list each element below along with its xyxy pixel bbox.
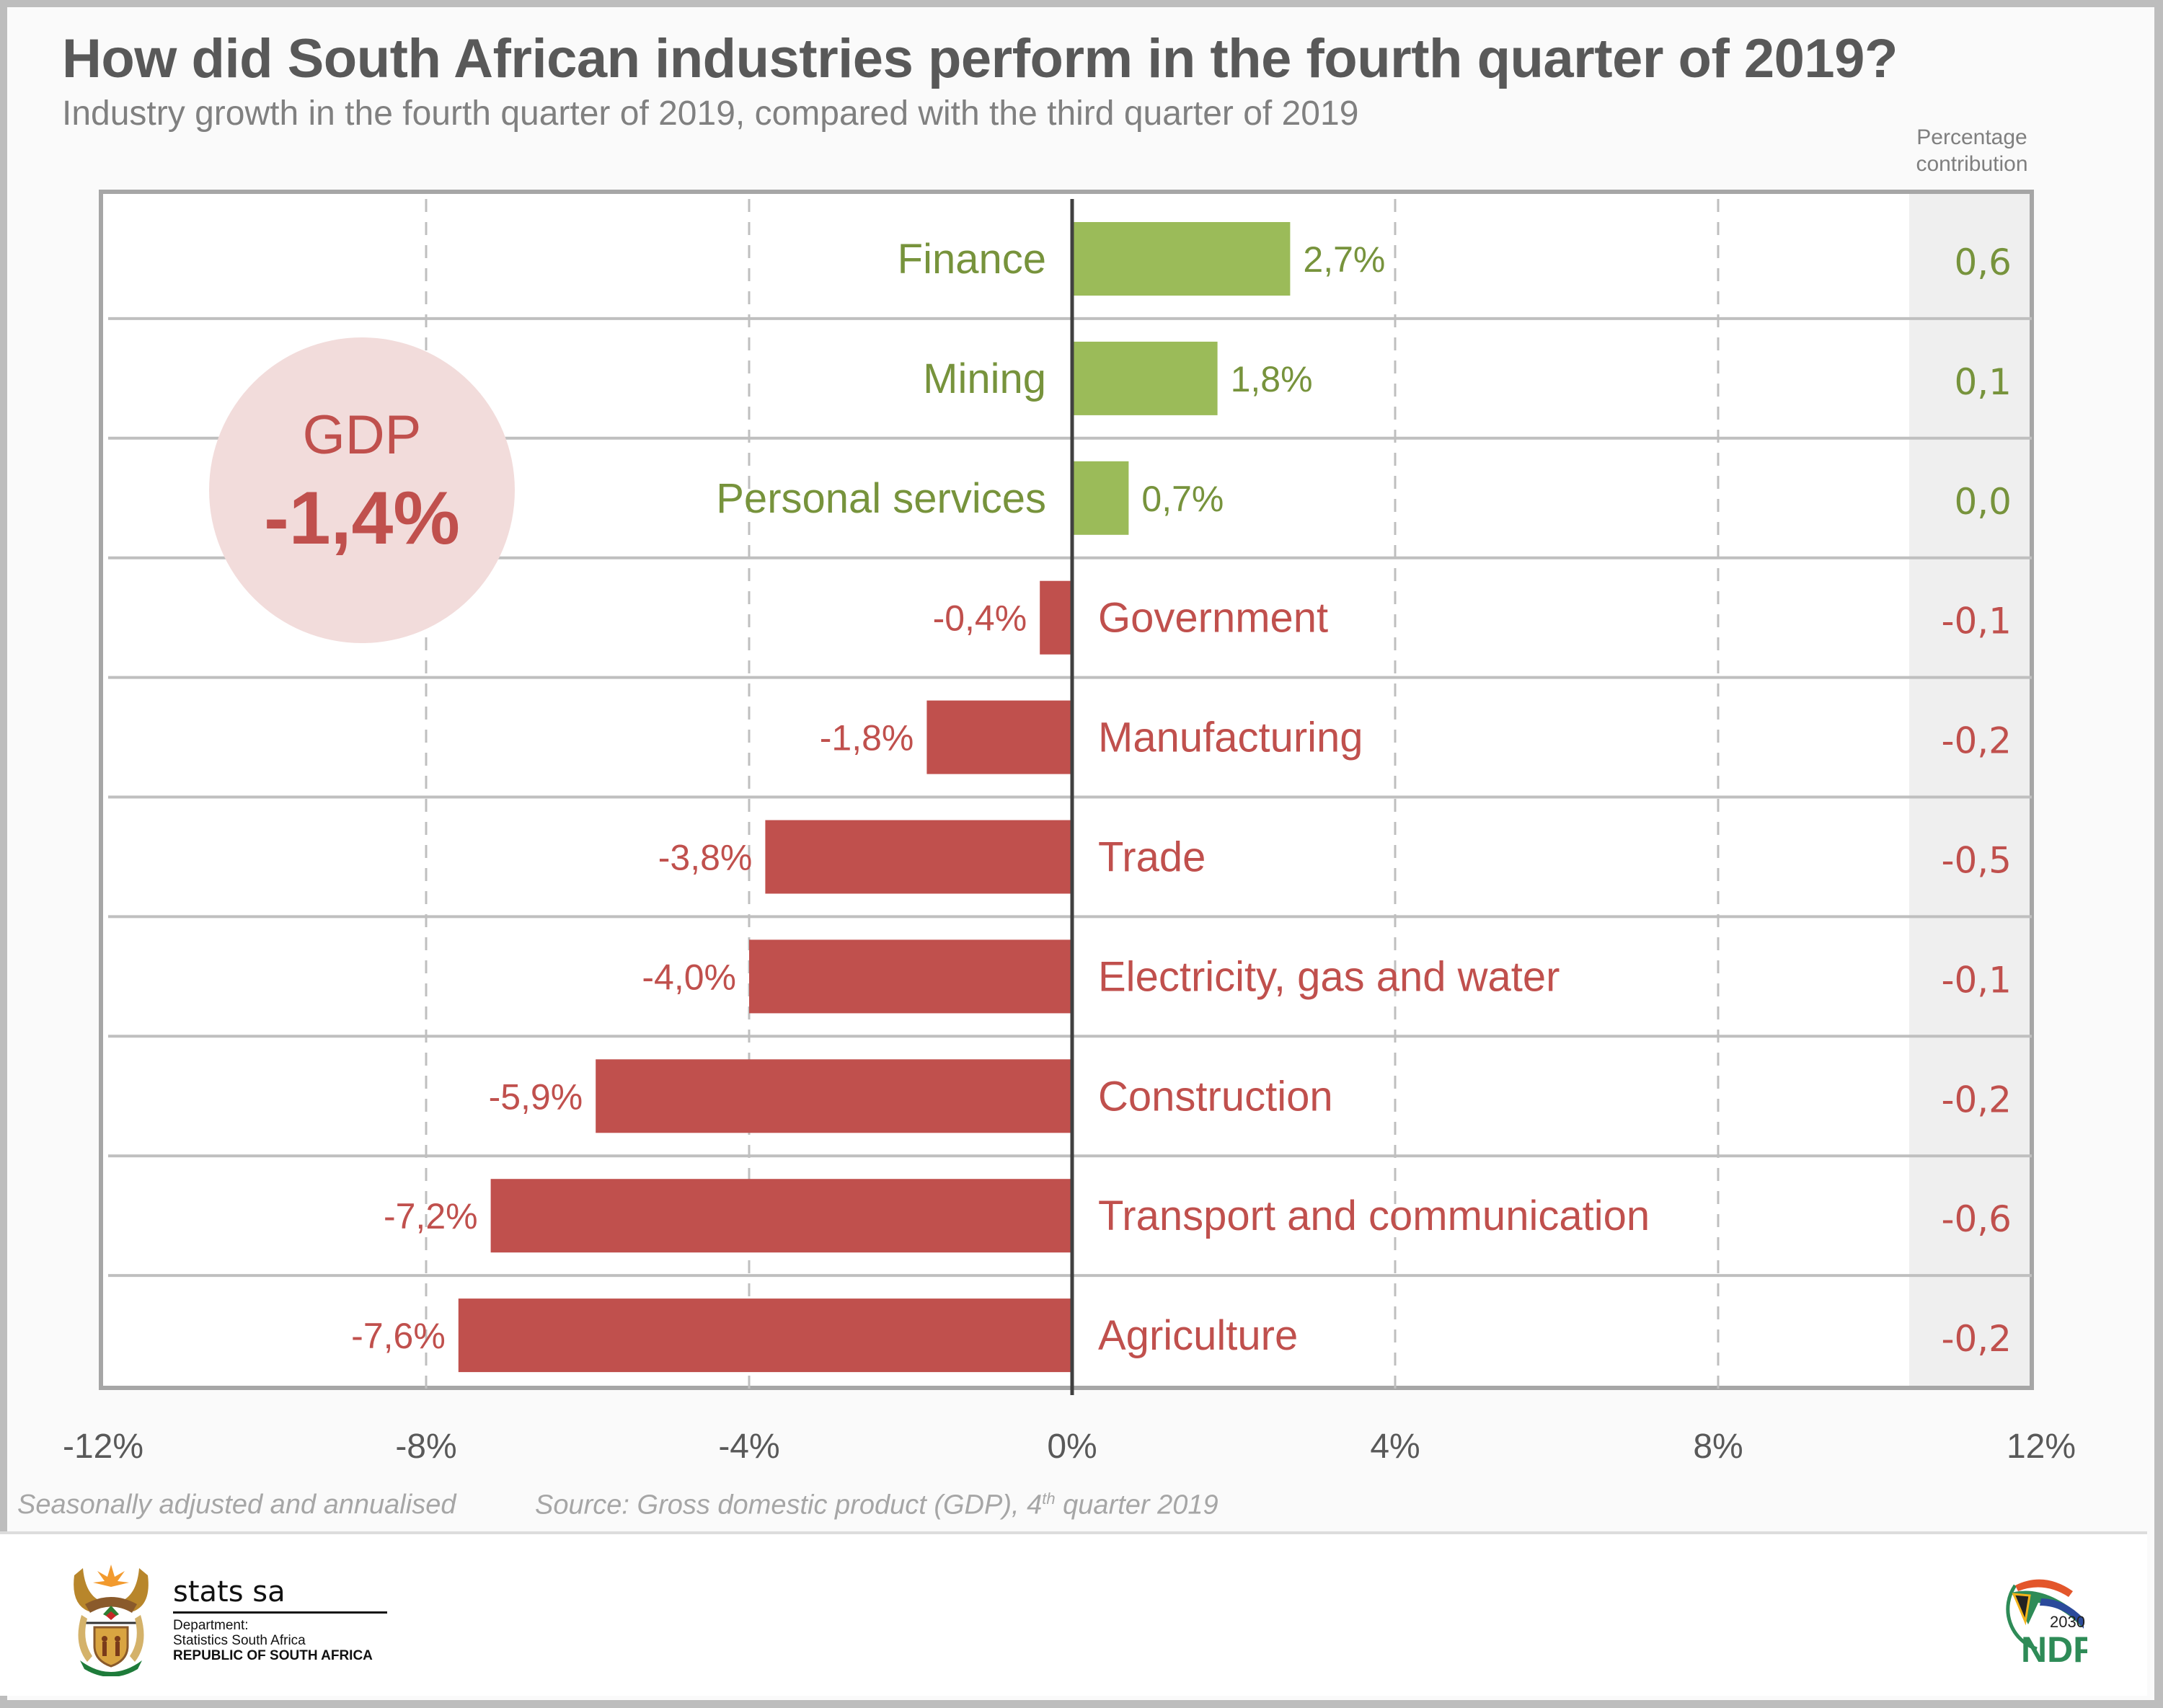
category-label: Finance [898,236,1046,283]
bar [926,700,1072,774]
value-label: -4,0% [642,957,736,997]
bar [765,820,1072,894]
gdp-badge [209,337,515,643]
page-subtitle: Industry growth in the fourth quarter of… [62,94,1359,133]
department-text: Department: Statistics South Africa REPU… [173,1618,373,1663]
department-line-3: REPUBLIC OF SOUTH AFRICA [173,1648,373,1663]
contribution-label: -0,5 [1941,840,2012,882]
x-tick-label: -4% [718,1428,779,1466]
page-title: How did South African industries perform… [62,28,1898,89]
stats-sa-wordmark: stats sa [173,1575,286,1609]
x-tick-label: 4% [1370,1428,1420,1466]
contribution-label: -0,2 [1941,1079,2012,1120]
footnote-source: Source: Gross domestic product (GDP), 4t… [535,1490,1218,1521]
labels: -12% -8% -4% 0% 4% 8% 12% Finance 2,7% 0,6 Mining 1… [63,236,2076,1466]
value-label: -0,4% [933,598,1027,639]
bar [1040,580,1072,655]
contribution-label: -0,2 [1941,720,2012,762]
value-label: 1,8% [1231,359,1313,399]
value-label: -5,9% [489,1076,583,1117]
department-line-2: Statistics South Africa [173,1633,306,1648]
bars [458,222,1291,1373]
contribution-label: -0,6 [1941,1198,2012,1240]
category-label: Trade [1098,834,1206,881]
contribution-label: 0,1 [1954,361,2012,403]
x-tick-label: 0% [1047,1428,1097,1466]
x-tick-label: 12% [2007,1428,2076,1466]
value-label: 0,7% [1141,479,1224,519]
ndp-2030-logo-icon: 2030 NDP [1994,1577,2097,1670]
category-label: Manufacturing [1098,714,1363,761]
category-label: Construction [1098,1073,1333,1120]
footer [0,1531,2147,1696]
contribution-header-line-1: Percentage [1916,125,2027,149]
value-label: 2,7% [1303,239,1385,280]
gdp-badge-value: -1,4% [264,477,460,560]
bar [458,1298,1072,1373]
bar [1072,341,1218,415]
bar [1072,461,1129,535]
value-label: -3,8% [658,838,753,878]
value-label: -7,2% [384,1196,478,1236]
ndp-text: NDP [2021,1629,2087,1668]
category-label: Personal services [716,475,1046,522]
bar [596,1059,1072,1133]
bar [1072,222,1291,296]
x-tick-label: 8% [1693,1428,1743,1466]
contribution-header-line-2: contribution [1916,152,2028,176]
category-label: Government [1098,595,1328,642]
value-label: -1,8% [820,718,914,758]
contribution-label: 0,0 [1954,481,2012,523]
category-label: Agriculture [1098,1312,1298,1359]
contribution-column-header: Percentage contribution [1907,124,2037,177]
footnote-source-superscript: th [1042,1490,1056,1508]
footnote-seasonal-adjustment: Seasonally adjusted and annualised [17,1490,456,1520]
x-tick-label: -8% [395,1428,456,1466]
ndp-year: 2030 [2050,1613,2085,1631]
category-label: Electricity, gas and water [1098,953,1560,1000]
contribution-label: -0,1 [1941,959,2012,1001]
footnote-source-prefix: Source: Gross domestic product (GDP), 4 [535,1490,1043,1521]
bar [490,1179,1072,1253]
contribution-column [1909,194,2030,1386]
stats-sa-rule [173,1611,387,1614]
contribution-label: -0,1 [1941,601,2012,642]
category-label: Mining [923,355,1046,402]
bar [749,939,1072,1014]
x-tick-label: -12% [63,1428,143,1466]
footnote-source-suffix: quarter 2019 [1055,1490,1218,1521]
category-label: Transport and communication [1098,1192,1650,1239]
gdp-badge-label: GDP [302,404,422,466]
coat-of-arms-icon [67,1561,155,1677]
contribution-label: 0,6 [1954,242,2012,283]
value-label: -7,6% [351,1316,446,1356]
contribution-label: -0,2 [1941,1318,2012,1360]
department-line-1: Department: [173,1618,249,1633]
